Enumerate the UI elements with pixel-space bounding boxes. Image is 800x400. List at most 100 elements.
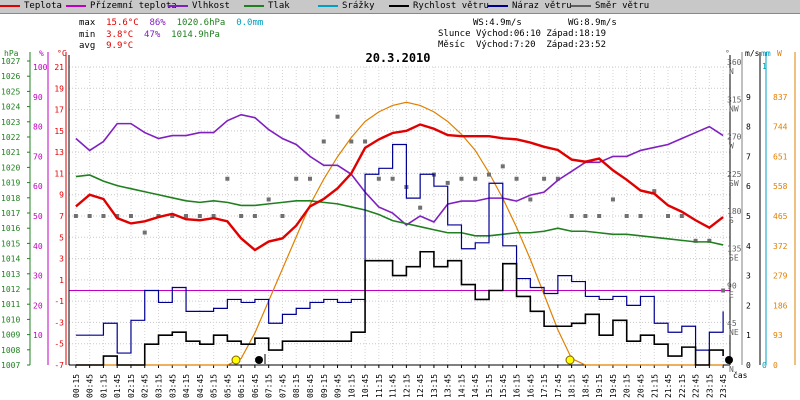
- legend-swatch: [0, 4, 20, 7]
- legend-swatch: [488, 4, 508, 7]
- x-tick-label: 12:45: [416, 374, 425, 398]
- wind-direction-point: [197, 214, 202, 218]
- legend-label: Teplota: [24, 1, 62, 11]
- x-tick-label: 10:45: [361, 374, 370, 398]
- radiation-axis-title: W: [777, 49, 782, 58]
- ws-stat: WS:4.9m/s: [473, 18, 522, 28]
- legend-item: Náraz větru: [488, 0, 572, 13]
- wind-direction-point: [487, 172, 492, 177]
- wind-direction-point: [652, 189, 657, 194]
- x-tick-label: 14:15: [457, 374, 466, 398]
- temperature-tick-label: -3: [54, 318, 64, 327]
- temperature-tick-label: 3: [59, 255, 64, 264]
- x-tick-label: 16:45: [526, 374, 535, 398]
- radiation-tick-label: 837: [773, 93, 788, 102]
- x-tick-label: 00:45: [86, 374, 95, 398]
- temperature-axis-title: °C: [57, 49, 67, 58]
- legend-label: Směr větru: [595, 1, 650, 11]
- radiation-line: [75, 101, 724, 366]
- x-tick-label: 02:15: [127, 374, 136, 398]
- temperature-tick-label: 11: [54, 169, 64, 178]
- wind-direction-point: [321, 139, 326, 144]
- x-tick-label: 02:45: [141, 374, 150, 398]
- wind-direction-point: [473, 176, 478, 181]
- stats-avg-temp: 9.9°C: [106, 41, 134, 51]
- direction-tick-value: 360: [727, 58, 742, 67]
- humidity-tick-label: 70: [33, 152, 43, 161]
- stats-avg-label: avg: [79, 41, 96, 51]
- wg-stat: WG:8.9m/s: [568, 18, 617, 28]
- stats-max-rain: 0.0mm: [236, 18, 264, 28]
- x-tick-label: 14:45: [471, 374, 480, 398]
- wind-direction-point: [184, 214, 189, 218]
- wind-tick-label: 7: [746, 152, 751, 161]
- pressure-tick-label: 1027: [1, 57, 20, 66]
- wind-tick-label: 5: [746, 212, 751, 221]
- legend-swatch: [318, 4, 338, 7]
- x-tick-label: 04:45: [196, 374, 205, 398]
- x-tick-label: 20:15: [623, 374, 632, 398]
- legend-item: Srážky: [318, 0, 375, 13]
- stats-max-hum: 86%: [149, 18, 166, 28]
- legend-label: Srážky: [342, 1, 375, 11]
- rain-tick-label: 1: [762, 62, 767, 71]
- moon-row: Měsíc Východ:7:20 Západ:23:52: [438, 40, 606, 51]
- radiation-tick-label: 465: [773, 212, 788, 221]
- legend-label: Rychlost větru: [413, 1, 489, 11]
- direction-tick-label: SE: [729, 253, 739, 262]
- x-tick-label: 19:15: [595, 374, 604, 398]
- x-tick-label: 20:45: [636, 374, 645, 398]
- x-tick-label: 01:15: [99, 374, 108, 398]
- humidity-tick-label: 50: [33, 212, 43, 221]
- pressure-tick-label: 1009: [1, 331, 20, 340]
- wind-direction-point: [170, 214, 175, 218]
- x-tick-label: 00:15: [72, 374, 81, 398]
- pressure-tick-label: 1014: [1, 255, 20, 264]
- x-tick-label: 11:45: [389, 374, 398, 398]
- pressure-tick-label: 1011: [1, 300, 20, 309]
- stats-min-row: min 3.8°C 47% 1014.9hPa: [79, 30, 220, 41]
- pressure-tick-label: 1017: [1, 209, 20, 218]
- x-tick-label: 08:45: [306, 374, 315, 398]
- stats-min-press: 1014.9hPa: [171, 30, 220, 40]
- legend-label: Náraz větru: [512, 1, 572, 11]
- sunrise-marker: [231, 355, 241, 365]
- x-tick-label: 18:45: [581, 374, 590, 398]
- moonset-marker: [725, 356, 733, 364]
- wind-direction-point: [252, 214, 257, 218]
- sun-row: Slunce Východ:06:10 Západ:18:19: [438, 29, 606, 40]
- x-tick-label: 19:45: [609, 374, 618, 398]
- radiation-tick-label: 0: [773, 361, 778, 370]
- x-tick-label: 05:45: [223, 374, 232, 398]
- x-axis-title: čas: [733, 370, 748, 380]
- pressure-tick-label: 1023: [1, 118, 20, 127]
- rain-axis-title: mm: [761, 49, 771, 58]
- wind-direction-point: [500, 164, 505, 169]
- wind-tick-label: 6: [746, 182, 751, 191]
- legend-swatch: [168, 4, 188, 7]
- wind-tick-label: 8: [746, 123, 751, 132]
- humidity-line: [75, 113, 724, 226]
- wind-direction-point: [459, 176, 464, 181]
- humidity-tick-label: 80: [33, 123, 43, 132]
- x-tick-label: 03:15: [155, 374, 164, 398]
- direction-tick-label: NW: [729, 104, 739, 113]
- wind-direction-point: [363, 139, 368, 144]
- pressure-tick-label: 1019: [1, 179, 20, 188]
- wind-direction-point: [87, 214, 92, 218]
- x-tick-label: 13:15: [430, 374, 439, 398]
- radiation-tick-label: 558: [773, 182, 788, 191]
- x-tick-label: 06:15: [237, 374, 246, 398]
- wind-direction-point: [597, 214, 602, 218]
- humidity-tick-label: 10: [33, 331, 43, 340]
- direction-tick-label: S: [729, 216, 734, 225]
- radiation-tick-label: 186: [773, 301, 788, 310]
- x-tick-label: 06:45: [251, 374, 260, 398]
- sun-rise: Východ:06:10: [475, 29, 541, 39]
- x-tick-label: 17:15: [540, 374, 549, 398]
- pressure-tick-label: 1013: [1, 270, 20, 279]
- legend-label: Přízemní teplota: [90, 1, 177, 11]
- wind-direction-point: [128, 214, 133, 218]
- humidity-tick-label: 20: [33, 301, 43, 310]
